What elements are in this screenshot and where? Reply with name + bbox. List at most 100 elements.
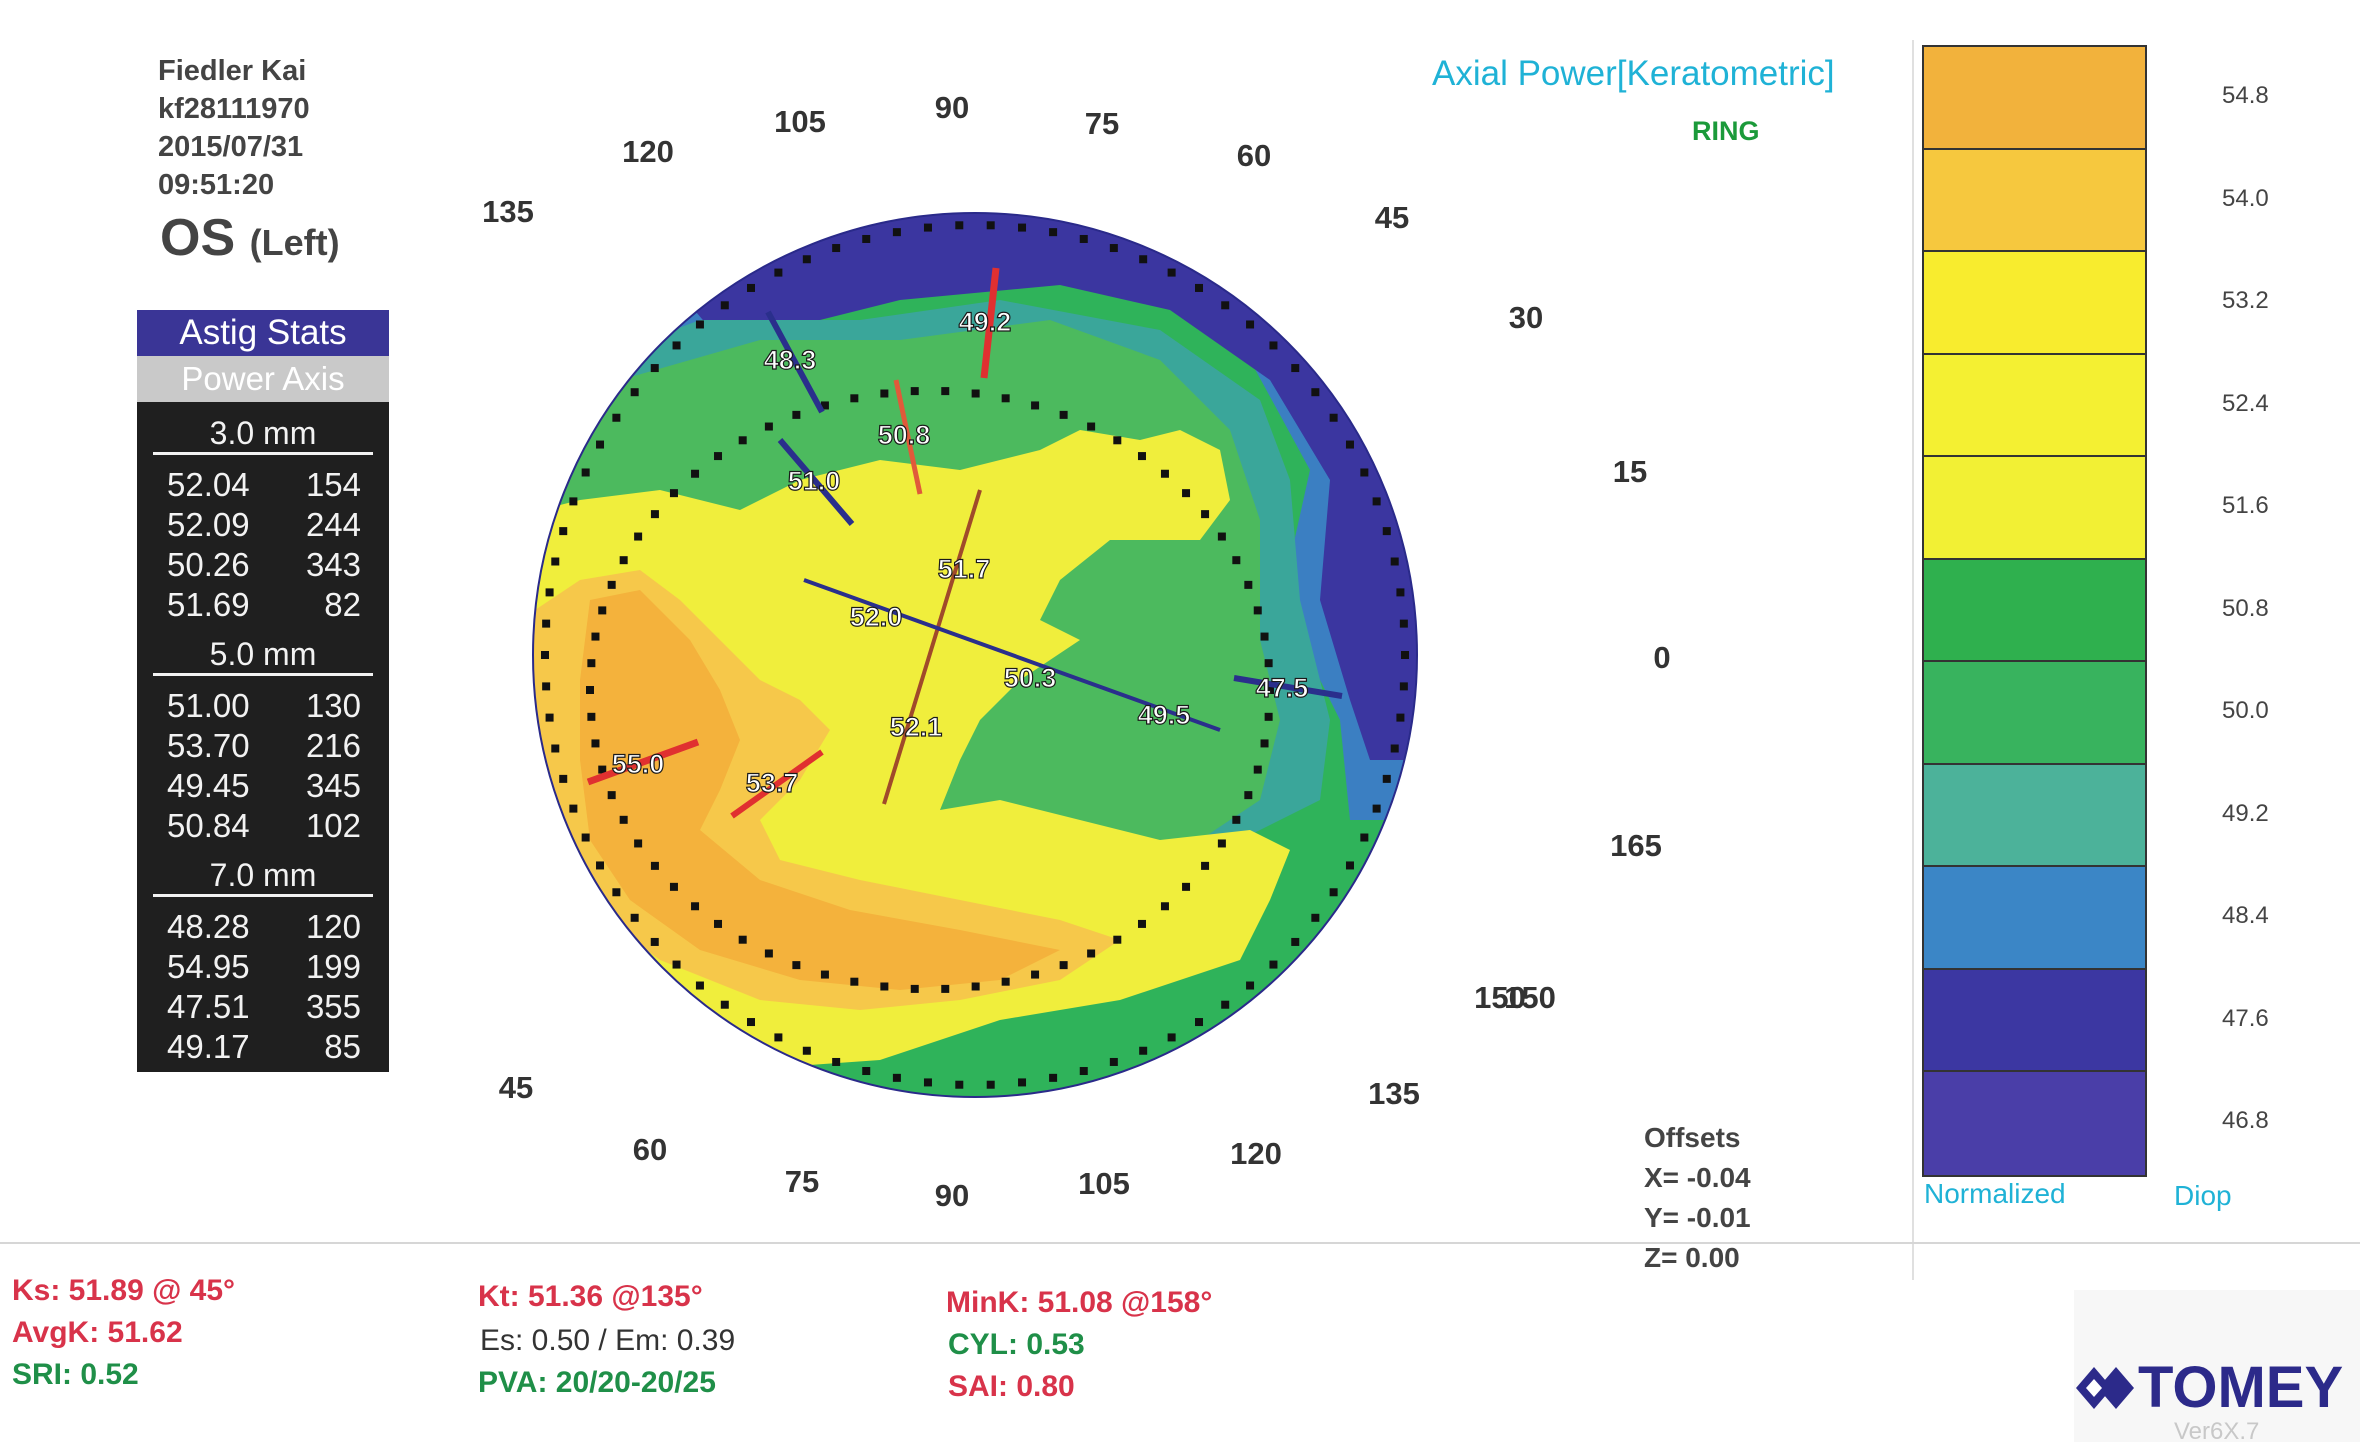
- ring-dot: [542, 619, 551, 628]
- ring-angle-label: 60: [1237, 138, 1271, 173]
- scale-band: [1924, 354, 2145, 457]
- scale-band: [1924, 867, 2145, 970]
- ring-dot: [1195, 283, 1204, 292]
- ring-angle-label: 60: [633, 1132, 667, 1167]
- ring-dot: [650, 364, 659, 373]
- version-label: Ver6X.7: [2174, 1418, 2260, 1445]
- astig-row: 52.04 154: [137, 463, 389, 503]
- scale-value-label: 54.8: [2222, 82, 2269, 109]
- ring-dot: [880, 982, 889, 991]
- ring-angle-label: 150: [1474, 980, 1526, 1015]
- astig-section-label: 3.0 mm: [153, 410, 373, 455]
- scale-value-label: 50.8: [2222, 594, 2269, 622]
- astig-axis: 244: [305, 506, 361, 543]
- astig-axis: 85: [324, 1028, 361, 1065]
- astig-axis: 130: [305, 687, 361, 724]
- ring-dot: [598, 765, 607, 774]
- meridian-line-blue-mid: [777, 438, 855, 526]
- meridian-line-axis-vertical: [882, 489, 982, 805]
- ring-angle-label: 75: [785, 1164, 819, 1199]
- tomey-logo: TOMEY: [2072, 1354, 2343, 1421]
- ring-dot: [1137, 452, 1146, 461]
- ring-dot: [1049, 228, 1058, 237]
- astig-power: 51.69: [167, 586, 250, 623]
- metric-sri: SRI: 0.52: [12, 1358, 139, 1391]
- ring-dot: [1390, 557, 1399, 566]
- ring-dot: [1059, 410, 1068, 419]
- unit-label: Diop: [2174, 1180, 2232, 1211]
- ring-dot: [630, 913, 639, 922]
- ring-dot: [738, 436, 747, 445]
- ring-dot: [691, 469, 700, 478]
- ring-angle-label: 150: [1504, 980, 1556, 1015]
- ring-dot: [650, 937, 659, 946]
- ring-dot: [587, 712, 596, 721]
- ring-dot: [1001, 977, 1010, 986]
- scale-band: [1924, 457, 2145, 560]
- ring-angle-label: 45: [499, 1070, 533, 1105]
- ring-dot: [669, 489, 678, 498]
- power-value-label: 51.7: [938, 554, 991, 584]
- ring-dot: [1087, 949, 1096, 958]
- ring-dot: [619, 815, 628, 824]
- ring-angle-label: 45: [1375, 200, 1409, 235]
- ring-dot: [551, 557, 560, 566]
- scale-value-label: 50.0: [2222, 697, 2269, 724]
- ring-angle-label: 135: [1368, 1076, 1420, 1111]
- ring-dot: [1232, 815, 1241, 824]
- ring-dot: [1109, 244, 1118, 253]
- astig-stats-header: Astig Stats: [137, 310, 389, 356]
- ring-dot: [720, 301, 729, 310]
- ring-dot: [986, 1080, 995, 1089]
- ring-dot: [1253, 765, 1262, 774]
- map-title: Axial Power[Keratometric]: [1432, 54, 1835, 93]
- meridian-line-blue-top: [765, 310, 825, 414]
- ring-dot: [1167, 1033, 1176, 1042]
- ring-dot: [941, 387, 950, 396]
- ring-dot: [581, 833, 590, 842]
- ring-dot: [714, 452, 723, 461]
- astig-axis: 343: [305, 546, 361, 583]
- ring-dot: [892, 228, 901, 237]
- scale-value-label: 49.2: [2222, 799, 2269, 827]
- meridian-lines: [586, 267, 1343, 819]
- ring-dot: [559, 527, 568, 536]
- scale-band: [1924, 252, 2145, 355]
- astig-axis: 120: [305, 908, 361, 945]
- scale-band: [1924, 559, 2145, 662]
- ring-dot: [1137, 919, 1146, 928]
- meridian-line-red-mid: [893, 379, 923, 495]
- ring-dot: [1382, 527, 1391, 536]
- ring-dot: [1372, 804, 1381, 813]
- ring-angle-label: 120: [622, 134, 674, 169]
- patient-id: kf28111970: [158, 93, 310, 125]
- power-value-label: 52.0: [850, 602, 903, 632]
- ring-dot: [986, 221, 995, 230]
- astig-row: 49.45 345: [137, 764, 389, 804]
- ring-dot: [832, 244, 841, 253]
- ring-dot: [1232, 556, 1241, 565]
- ring-dot: [714, 919, 723, 928]
- astig-axis: 154: [305, 466, 361, 503]
- ring-dot: [612, 413, 621, 422]
- ring-angle-label: 30: [1509, 300, 1543, 335]
- ring-dot: [612, 888, 621, 897]
- ring-dot: [802, 1046, 811, 1055]
- astig-power: 49.17: [167, 1028, 250, 1065]
- astig-row: 50.26 343: [137, 543, 389, 583]
- scale-value-label: 54.0: [2222, 184, 2269, 212]
- ring-dot: [1266, 686, 1274, 694]
- ring-dot: [591, 739, 600, 748]
- astig-power: 50.26: [167, 546, 250, 583]
- meridian-line-blue-right: [1233, 675, 1343, 699]
- ring-badge: RING: [1692, 116, 1760, 146]
- ring-dot: [792, 410, 801, 419]
- astig-power: 47.51: [167, 988, 250, 1025]
- ring-angle-label: 135: [482, 194, 534, 229]
- ring-dot: [892, 1073, 901, 1082]
- astig-axis: 82: [324, 586, 361, 623]
- ring-angle-label: 165: [1610, 828, 1662, 863]
- ring-dot: [1396, 588, 1405, 597]
- astig-axis: 199: [305, 948, 361, 985]
- astig-power: 52.04: [167, 466, 250, 503]
